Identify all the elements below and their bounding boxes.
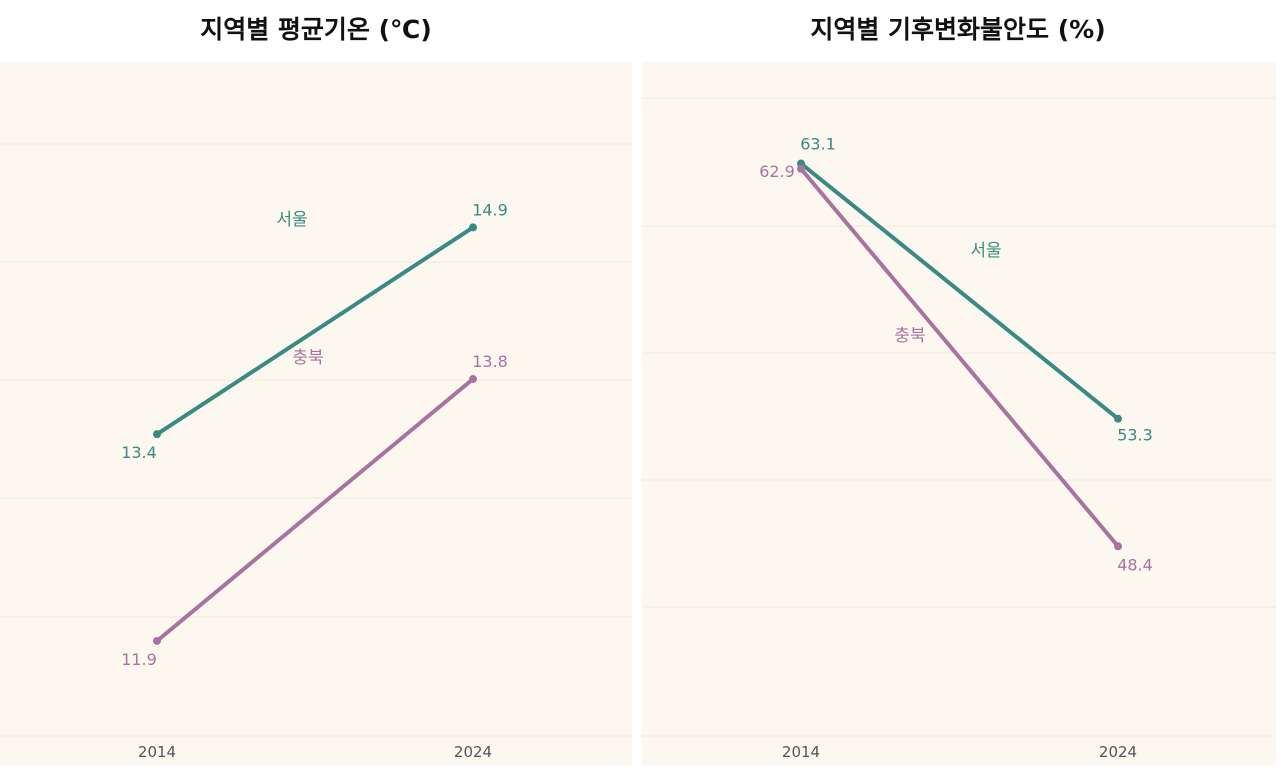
anxiety-chart: 지역별 기후변화불안도 (%) 2014 2024 63.1 53.3 서울 62.9 48… bbox=[642, 15, 1276, 765]
data-label: 53.3 bbox=[1117, 426, 1153, 445]
data-label: 14.9 bbox=[472, 200, 508, 219]
x-tick-label: 2024 bbox=[1099, 743, 1137, 761]
x-tick-label: 2014 bbox=[138, 743, 176, 761]
series-line bbox=[155, 225, 475, 437]
data-label: 63.1 bbox=[800, 135, 836, 154]
chart-title-temperature: 지역별 평균기온 (℃) bbox=[200, 15, 432, 44]
x-tick-label: 2014 bbox=[782, 743, 820, 761]
data-point bbox=[1114, 542, 1122, 551]
series-name-label: 서울 bbox=[970, 241, 1001, 261]
series-line bbox=[155, 377, 475, 643]
data-point bbox=[153, 430, 161, 439]
chart-title-anxiety: 지역별 기후변화불안도 (%) bbox=[810, 15, 1105, 44]
data-label: 11.9 bbox=[121, 650, 157, 669]
data-label: 13.8 bbox=[472, 352, 508, 371]
plot-background bbox=[0, 62, 632, 765]
series-line bbox=[799, 166, 1120, 549]
plot-background bbox=[642, 62, 1276, 765]
data-point bbox=[469, 375, 477, 384]
data-point bbox=[797, 164, 805, 173]
series-name-label: 충북 bbox=[292, 348, 323, 368]
temperature-chart: 지역별 평균기온 (℃) 2014 2024 13.4 14.9 서울 11.9 13.8 충… bbox=[0, 15, 632, 765]
data-label: 48.4 bbox=[1117, 555, 1153, 574]
data-point bbox=[469, 223, 477, 232]
x-tick-label: 2024 bbox=[454, 743, 492, 761]
series-name-label: 충북 bbox=[894, 326, 925, 346]
data-label: 62.9 bbox=[759, 162, 795, 181]
data-point bbox=[153, 636, 161, 645]
data-point bbox=[1114, 414, 1122, 423]
series-name-label: 서울 bbox=[276, 210, 307, 230]
series-line bbox=[799, 161, 1120, 421]
data-label: 13.4 bbox=[121, 443, 157, 462]
